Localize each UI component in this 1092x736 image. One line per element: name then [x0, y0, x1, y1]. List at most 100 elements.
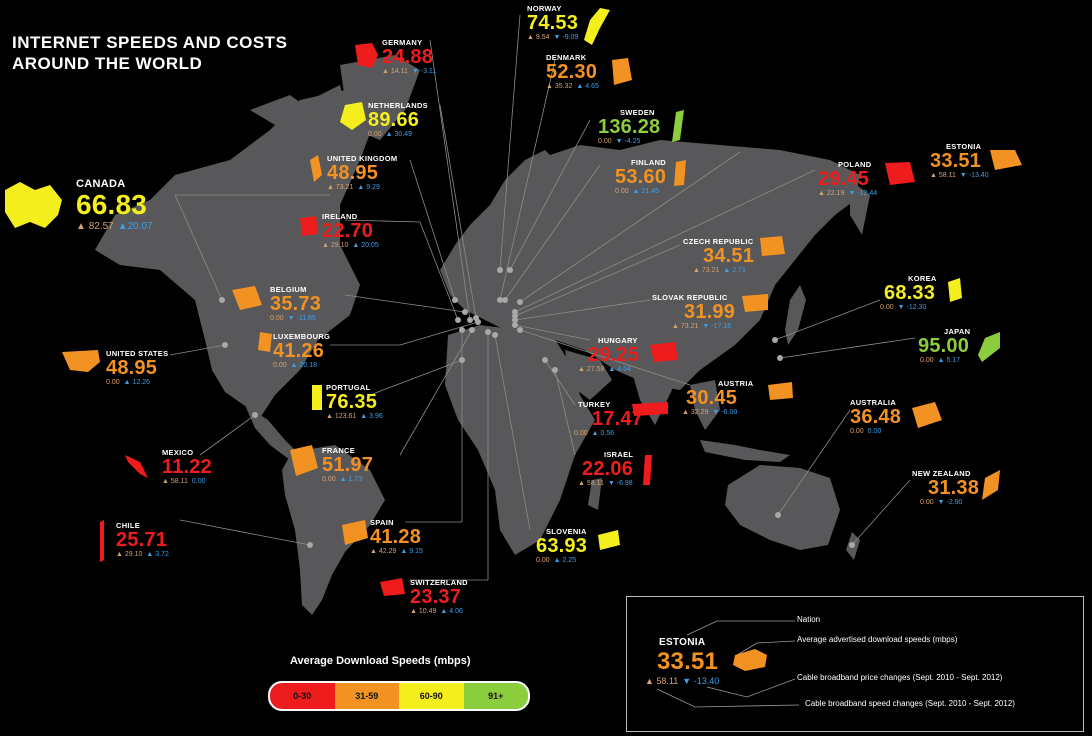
price-change: 82.57 [88, 221, 114, 232]
price-change: 0.00 [598, 138, 612, 145]
label-portugal: PORTUGAL 76.35 ▲ 123.61 ▲ 3.96 [326, 383, 383, 422]
country-speed: 51.97 [322, 454, 374, 476]
country-changes: ▲ 27.58 ▲ 4.64 [578, 366, 631, 373]
price-change: 0.00 [270, 315, 284, 322]
label-austria: AUSTRIA 30.45 ▲ 32.29 ▼ -6.00 [682, 379, 753, 418]
country-changes: 0.00 0.00 [850, 427, 901, 437]
price-change: 35.32 [554, 83, 573, 90]
central-america-landmass [245, 405, 300, 460]
country-speed: 68.33 [884, 282, 936, 304]
country-speed: 95.00 [918, 335, 970, 357]
price-change: 9.54 [535, 34, 550, 41]
legend-range-orange: 31-59 [334, 683, 399, 709]
country-speed: 24.88 [382, 46, 434, 68]
key-example-price-change: 58.11 [656, 676, 679, 686]
label-hungary: HUNGARY 29.25 ▲ 27.58 ▲ 4.64 [578, 336, 639, 375]
netherlands-shape [340, 102, 366, 130]
label-israel: ISRAEL 22.06 ▲ 58.11 ▼ -6.98 [578, 450, 633, 489]
denmark-shape [612, 58, 632, 85]
speed-change: -11.85 [296, 315, 316, 322]
label-chile: CHILE 25.71 ▲ 29.10 ▲ 3.72 [116, 521, 169, 560]
country-name: FRANCE [322, 446, 356, 455]
speed-change: 9.29 [366, 184, 380, 191]
country-name: NETHERLANDS [368, 101, 428, 110]
australia-landmass [725, 465, 840, 550]
legend-title: Average Download Speeds (mbps) [290, 655, 471, 667]
price-change: 123.61 [334, 413, 357, 420]
scandinavia-landmass [490, 150, 560, 215]
price-change: 0.00 [615, 188, 629, 195]
country-changes: 0.00 ▲ 5.17 [920, 357, 961, 364]
belgium-shape [232, 286, 262, 310]
speed-change: 20.05 [361, 242, 379, 249]
united-states-shape [62, 350, 100, 372]
country-name: CZECH REPUBLIC [683, 237, 754, 246]
japan-shape [978, 332, 1000, 362]
country-changes: 0.00 ▼ -12.30 [880, 304, 927, 311]
speed-change: -13.40 [968, 172, 989, 179]
key-connector-lines [656, 620, 800, 708]
country-speed: 17.47 [592, 408, 644, 430]
united-kingdom-shape [310, 155, 322, 182]
country-changes: ▲ 82.57 ▲20.07 [76, 221, 153, 232]
speed-change: 9.15 [409, 548, 423, 555]
country-changes: ▲ 58.11 ▼ -6.98 [578, 480, 633, 487]
speed-change: 3.96 [369, 413, 383, 420]
speed-change: -3.11 [420, 68, 437, 75]
price-change: 29.10 [330, 242, 349, 249]
country-speed: 52.30 [546, 61, 598, 83]
country-speed: 41.26 [273, 340, 325, 362]
speed-change: 0.00 [191, 478, 206, 485]
speed-change: 12.26 [132, 379, 151, 386]
country-name: AUSTRIA [718, 379, 754, 388]
luxembourg-shape [258, 332, 272, 352]
eurasia-landmass [440, 140, 860, 390]
country-name: TURKEY [578, 400, 611, 409]
austria-shape [768, 382, 793, 400]
label-switzerland: SWITZERLAND 23.37 ▲ 10.49 ▲ 4.06 [410, 578, 468, 617]
country-name: SLOVENIA [546, 527, 587, 536]
label-denmark: DENMARK 52.30 ▲ 35.32 ▲ 4.65 [546, 53, 599, 92]
country-name: CANADA [76, 178, 126, 190]
country-changes: ▲ 29.10 ▲ 3.72 [116, 551, 169, 558]
country-speed: 74.53 [527, 12, 579, 34]
country-changes: ▲ 29.10 ▲ 20.05 [322, 242, 379, 249]
finland-shape [674, 160, 686, 186]
label-estonia: ESTONIA 33.51 ▲ 58.11 ▼ -13.40 [930, 142, 989, 181]
price-change: 14.11 [390, 68, 408, 75]
country-name: MEXICO [162, 448, 194, 457]
germany-shape [355, 43, 378, 68]
speed-change: -17.16 [711, 323, 732, 330]
country-speed: 22.70 [322, 220, 374, 242]
country-speed: 63.93 [536, 535, 588, 557]
country-changes: ▲ 9.54 ▼ -9.09 [527, 34, 579, 41]
label-united-states: UNITED STATES 48.95 0.00 ▲ 12.26 [106, 349, 168, 388]
estonia-shape [990, 150, 1022, 170]
label-mexico: MEXICO 11.22 ▲ 58.11 0.00 [162, 448, 212, 487]
legend-bar: 0-30 31-59 60-90 91+ [268, 681, 530, 711]
country-speed: 35.73 [270, 293, 322, 315]
speed-change: 0.00 [867, 428, 882, 435]
price-change: 32.29 [690, 409, 709, 416]
country-name: BELGIUM [270, 285, 307, 294]
price-change: 73.21 [680, 323, 699, 330]
canada-shape [5, 182, 62, 228]
title-line-1: INTERNET SPEEDS AND COSTS [12, 33, 288, 52]
price-change: 0.00 [920, 499, 934, 506]
north-america-landmass [95, 90, 375, 418]
country-name: AUSTRALIA [850, 398, 897, 407]
france-shape [290, 445, 318, 476]
country-name: POLAND [838, 160, 872, 169]
country-name: UNITED STATES [106, 349, 169, 358]
country-name: PORTUGAL [326, 383, 371, 392]
speed-change: 30.49 [394, 131, 413, 138]
legend-range-green: 91+ [463, 683, 528, 709]
label-ireland: IRELAND 22.70 ▲ 29.10 ▲ 20.05 [322, 212, 379, 251]
title-line-2: AROUND THE WORLD [12, 54, 203, 73]
speed-change: 2.25 [562, 557, 577, 564]
price-change: 0.00 [106, 379, 120, 386]
label-norway: NORWAY 74.53 ▲ 9.54 ▼ -9.09 [527, 4, 578, 43]
country-changes: ▲ 32.29 ▼ -6.00 [682, 409, 738, 416]
